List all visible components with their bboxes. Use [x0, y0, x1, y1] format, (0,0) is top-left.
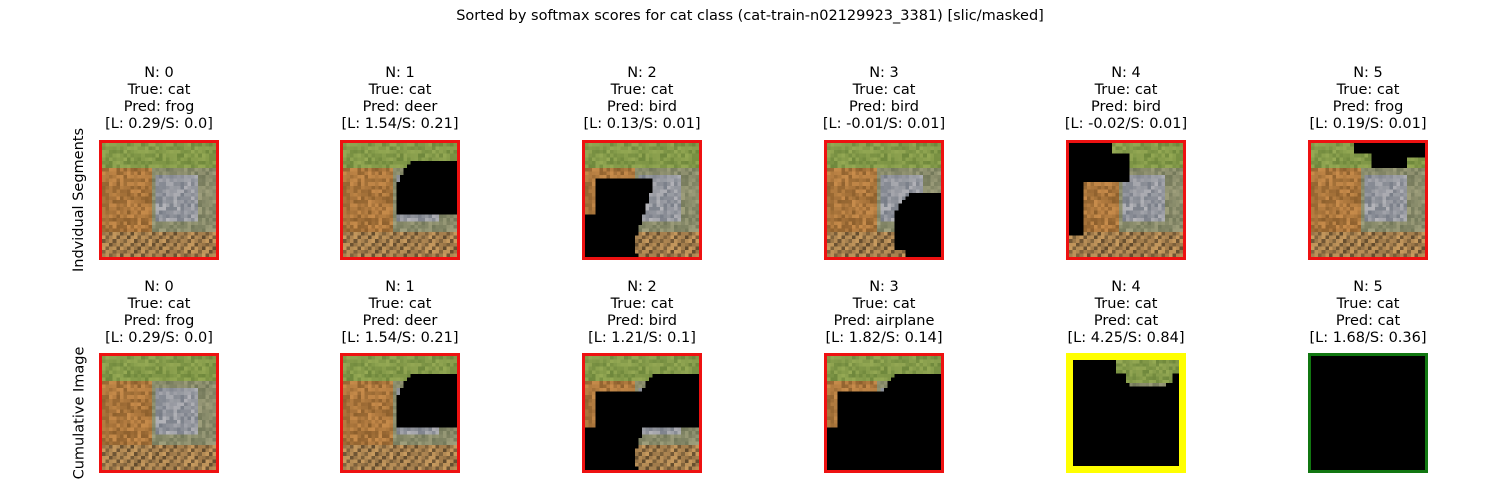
- panel-image: [582, 353, 702, 473]
- segment-mask-image: [102, 356, 216, 470]
- panel-title-scores: [L: -0.01/S: 0.01]: [822, 116, 946, 132]
- panel-title-true-label: True: cat: [368, 296, 432, 312]
- panel-title-n: N: 4: [1111, 279, 1141, 295]
- segment-mask-image: [343, 356, 457, 470]
- panel-title-pred: Pred: frog: [1332, 99, 1404, 115]
- segment-mask-image: [827, 356, 941, 470]
- panel-title-scores: [L: 1.21/S: 0.1]: [588, 330, 696, 346]
- panel-title: N: 4 True: cat Pred: cat [L: 4.25/S: 0.84]: [1006, 279, 1246, 347]
- panel-title: N: 5 True: cat Pred: cat [L: 1.68/S: 0.36]: [1248, 279, 1488, 347]
- panel-image: [1308, 353, 1428, 473]
- panel-title-n: N: 5: [1353, 65, 1383, 81]
- panel-title-scores: [L: 0.19/S: 0.01]: [1309, 116, 1427, 132]
- panel-title-n: N: 2: [627, 279, 657, 295]
- panel-image: [1066, 140, 1186, 260]
- panel-title-scores: [L: 0.29/S: 0.0]: [105, 330, 213, 346]
- panel-title-n: N: 5: [1353, 279, 1383, 295]
- panel-title-pred: Pred: bird: [849, 99, 919, 115]
- row-label-1: Cumulative Image: [71, 346, 87, 480]
- panel-title-scores: [L: 1.54/S: 0.21]: [341, 330, 459, 346]
- panel-title-true-label: True: cat: [852, 296, 916, 312]
- panel-title-true-label: True: cat: [1094, 296, 1158, 312]
- panel-image: [1066, 353, 1186, 473]
- panel-title-scores: [L: 0.29/S: 0.0]: [105, 116, 213, 132]
- panel-title-pred: Pred: cat: [1335, 313, 1401, 329]
- panel-title-n: N: 0: [144, 279, 174, 295]
- panel-title: N: 1 True: cat Pred: deer [L: 1.54/S: 0.21]: [280, 65, 520, 133]
- panel-title-scores: [L: 1.82/S: 0.14]: [825, 330, 943, 346]
- panel-image: [1308, 140, 1428, 260]
- panel-image: [582, 140, 702, 260]
- panel-title-n: N: 1: [385, 279, 415, 295]
- panel-title-pred: Pred: airplane: [833, 313, 935, 329]
- panel-title: N: 0 True: cat Pred: frog [L: 0.29/S: 0.0]: [39, 279, 279, 347]
- panel-title-pred: Pred: bird: [607, 99, 677, 115]
- panel-title-true-label: True: cat: [1094, 82, 1158, 98]
- panel-title: N: 1 True: cat Pred: deer [L: 1.54/S: 0.21]: [280, 279, 520, 347]
- panel-image: [340, 353, 460, 473]
- panel-title-pred: Pred: frog: [123, 313, 195, 329]
- panel-title: N: 2 True: cat Pred: bird [L: 0.13/S: 0.01]: [522, 65, 762, 133]
- panel-image: [99, 353, 219, 473]
- panel-title-pred: Pred: deer: [362, 313, 438, 329]
- panel-title: N: 2 True: cat Pred: bird [L: 1.21/S: 0.1]: [522, 279, 762, 347]
- segment-mask-image: [1311, 143, 1425, 257]
- panel-title-true-label: True: cat: [127, 296, 191, 312]
- panel-title-scores: [L: 1.54/S: 0.21]: [341, 116, 459, 132]
- row-label-0: Indvidual Segments: [70, 127, 87, 273]
- panel-image: [340, 140, 460, 260]
- chart-title: Sorted by softmax scores for cat class (…: [456, 8, 1044, 24]
- segment-mask-image: [585, 143, 699, 257]
- panel-title: N: 5 True: cat Pred: frog [L: 0.19/S: 0.01]: [1248, 65, 1488, 133]
- panel-title-pred: Pred: bird: [607, 313, 677, 329]
- panel-title-true-label: True: cat: [1336, 296, 1400, 312]
- panel-title-true-label: True: cat: [610, 296, 674, 312]
- segment-mask-image: [585, 356, 699, 470]
- panel-title-n: N: 3: [869, 279, 899, 295]
- panel-title: N: 3 True: cat Pred: bird [L: -0.01/S: 0.01…: [764, 65, 1004, 133]
- panel-title-scores: [L: 4.25/S: 0.84]: [1067, 330, 1185, 346]
- panel-image: [824, 353, 944, 473]
- panel-title: N: 3 True: cat Pred: airplane [L: 1.82/S: 0…: [764, 279, 1004, 347]
- segment-mask-image: [1069, 143, 1183, 257]
- panel-title-pred: Pred: cat: [1093, 313, 1159, 329]
- panel-image: [824, 140, 944, 260]
- panel-title-scores: [L: 1.68/S: 0.36]: [1309, 330, 1427, 346]
- panel-title-n: N: 4: [1111, 65, 1141, 81]
- panel-title-scores: [L: 0.13/S: 0.01]: [583, 116, 701, 132]
- panel-title-pred: Pred: bird: [1091, 99, 1161, 115]
- panel-title-true-label: True: cat: [1336, 82, 1400, 98]
- segment-mask-image: [827, 143, 941, 257]
- panel-title: N: 0 True: cat Pred: frog [L: 0.29/S: 0.0]: [39, 65, 279, 133]
- segment-mask-image: [1311, 356, 1425, 470]
- panel-title-true-label: True: cat: [610, 82, 674, 98]
- panel-title: N: 4 True: cat Pred: bird [L: -0.02/S: 0.01…: [1006, 65, 1246, 133]
- panel-title-true-label: True: cat: [852, 82, 916, 98]
- panel-title-n: N: 2: [627, 65, 657, 81]
- segment-mask-image: [343, 143, 457, 257]
- panel-title-n: N: 1: [385, 65, 415, 81]
- panel-title-true-label: True: cat: [127, 82, 191, 98]
- panel-title-scores: [L: -0.02/S: 0.01]: [1064, 116, 1188, 132]
- panel-title-pred: Pred: frog: [123, 99, 195, 115]
- panel-title-n: N: 3: [869, 65, 899, 81]
- panel-title-pred: Pred: deer: [362, 99, 438, 115]
- panel-title-true-label: True: cat: [368, 82, 432, 98]
- segment-mask-image: [1073, 360, 1179, 466]
- panel-title-n: N: 0: [144, 65, 174, 81]
- segment-mask-image: [102, 143, 216, 257]
- panel-image: [99, 140, 219, 260]
